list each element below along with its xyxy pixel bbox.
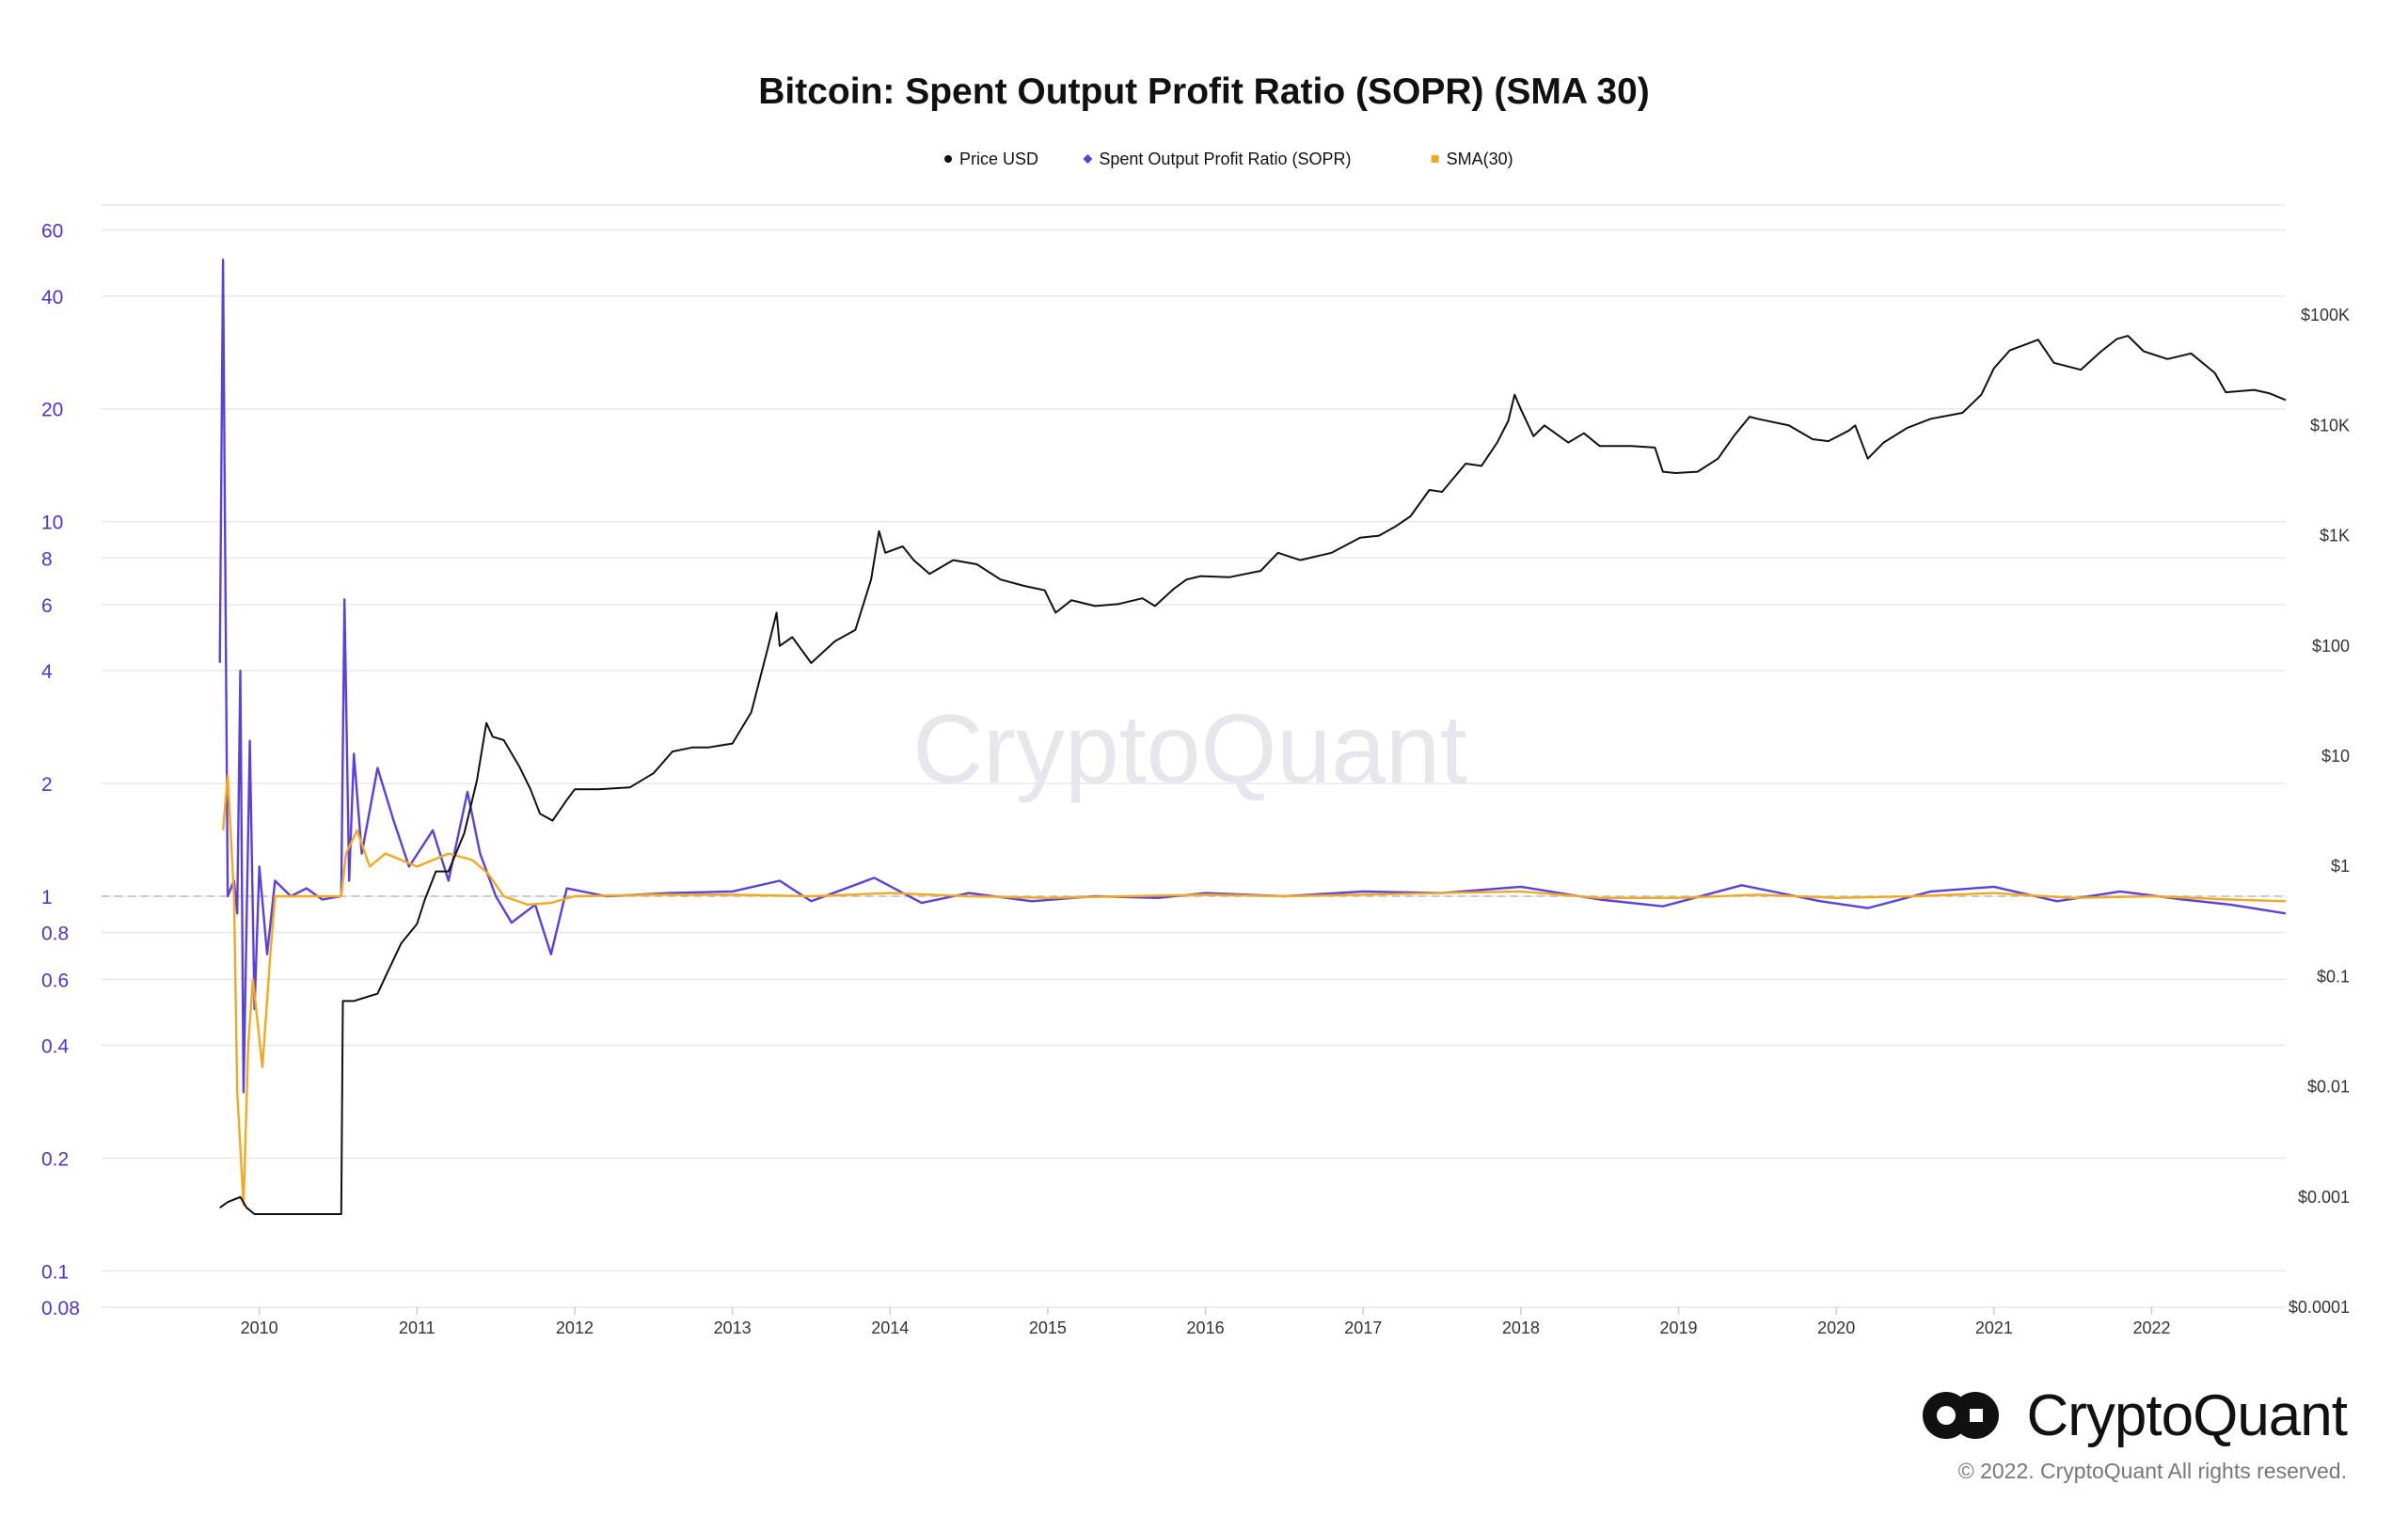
x-tick-label: 2015: [1029, 1319, 1067, 1337]
y-right-tick-label: $0.1: [2317, 967, 2350, 986]
legend-label: Price USD: [959, 150, 1038, 168]
y-left-tick-label: 1: [41, 887, 53, 908]
y-left-tick-label: 2: [41, 774, 53, 796]
x-tick-label: 2014: [871, 1319, 909, 1337]
x-tick-label: 2016: [1187, 1319, 1225, 1337]
x-tick-label: 2019: [1660, 1319, 1698, 1337]
watermark: CryptoQuant: [912, 695, 1467, 804]
y-left-tick-label: 40: [41, 287, 63, 308]
x-tick-label: 2021: [1975, 1319, 2013, 1337]
y-left-tick-label: 6: [41, 595, 53, 617]
chart-title: Bitcoin: Spent Output Profit Ratio (SOPR…: [758, 71, 1650, 112]
y-right-tick-label: $0.01: [2307, 1078, 2350, 1097]
x-tick-label: 2020: [1817, 1319, 1855, 1337]
y-right-tick-label: $100: [2312, 637, 2350, 655]
y-left-tick-label: 60: [41, 221, 63, 243]
x-tick-label: 2011: [399, 1319, 436, 1337]
y-right-tick-label: $1K: [2320, 527, 2350, 545]
logo-mark-notch: [1970, 1409, 1983, 1422]
brand-logo: [1923, 1392, 1999, 1439]
y-left-tick-label: 8: [41, 548, 53, 570]
x-axis: 2010 2011 2012 2013 2014 2015 2016 2017 2018 2019…: [241, 1307, 2171, 1337]
y-left-tick-label: 10: [41, 513, 63, 534]
series-line-spent-output-profit-ratio-sopr: [218, 259, 2287, 1094]
y-left-tick-label: 0.1: [41, 1261, 69, 1283]
y-left-tick-label: 0.8: [41, 924, 69, 945]
y-right-tick-label: $10K: [2310, 416, 2350, 434]
y-left-tick-label: 0.2: [41, 1148, 69, 1170]
x-tick-label: 2017: [1344, 1319, 1382, 1337]
x-tick-label: 2012: [556, 1319, 594, 1337]
y-left-tick-label: 0.08: [41, 1298, 80, 1319]
x-tick-label: 2022: [2132, 1319, 2170, 1337]
legend-item-price-usd[interactable]: Price USD: [944, 150, 1038, 168]
y-right-tick-label: $0.0001: [2289, 1298, 2350, 1317]
legend-diamond-marker-icon: [1083, 154, 1093, 164]
legend: Price USD Spent Output Profit Ratio (SOPR…: [944, 150, 1513, 168]
x-tick-label: 2013: [714, 1319, 752, 1337]
y-right-tick-label: $100K: [2301, 306, 2350, 324]
y-axis-left: 0.08 0.1 0.2 0.4 0.6 0.8 1 2 4 6 8 10 20 40 60: [41, 221, 80, 1319]
x-tick-label: 2018: [1502, 1319, 1540, 1337]
legend-label: Spent Output Profit Ratio (SOPR): [1099, 150, 1351, 168]
y-axis-right: $0.0001 $0.001 $0.01 $0.1 $1 $10 $100 $1K $10K $1…: [2289, 306, 2350, 1317]
series-line-price-usd: [219, 335, 2287, 1215]
copyright: © 2022. CryptoQuant All rights reserved.: [1958, 1459, 2347, 1483]
x-tick-label: 2010: [241, 1319, 278, 1337]
y-right-tick-label: $0.001: [2298, 1188, 2350, 1207]
grid: [102, 204, 2286, 1308]
legend-item-sma-30[interactable]: SMA(30): [1431, 150, 1513, 168]
legend-square-marker-icon: [1431, 155, 1439, 163]
series-line-sma-30: [221, 774, 2287, 1207]
brand-name: CryptoQuant: [2026, 1383, 2347, 1448]
y-left-tick-label: 20: [41, 400, 63, 421]
y-right-tick-label: $1: [2331, 857, 2350, 876]
y-left-tick-label: 4: [41, 661, 53, 683]
legend-circle-marker-icon: [944, 155, 952, 163]
y-left-tick-label: 0.4: [41, 1036, 70, 1058]
series-layer: [218, 259, 2287, 1215]
legend-item-spent-output-profit-ratio-sopr[interactable]: Spent Output Profit Ratio (SOPR): [1083, 150, 1352, 168]
y-left-tick-label: 0.6: [41, 970, 69, 991]
y-right-tick-label: $10: [2321, 747, 2350, 766]
logo-mark-hole: [1937, 1406, 1956, 1425]
legend-label: SMA(30): [1447, 150, 1513, 168]
